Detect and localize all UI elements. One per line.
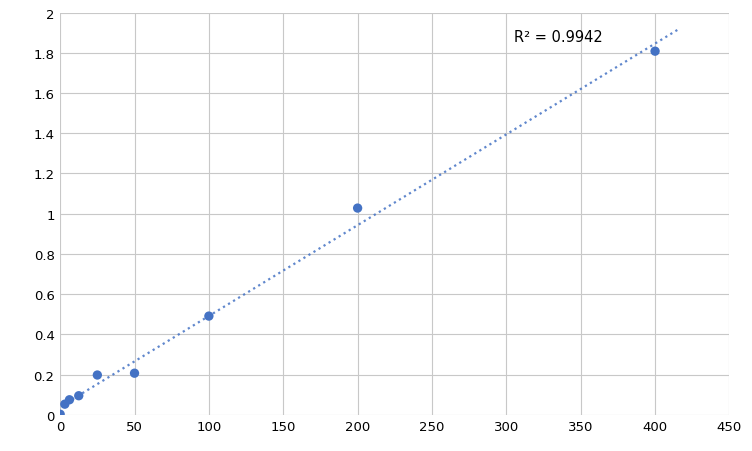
Point	[73, 392, 85, 400]
Point	[63, 396, 75, 404]
Point	[352, 205, 364, 212]
Text: R² = 0.9942: R² = 0.9942	[514, 30, 602, 45]
Point	[91, 372, 103, 379]
Point	[54, 411, 66, 418]
Point	[129, 370, 141, 377]
Point	[59, 400, 71, 408]
Point	[649, 48, 661, 55]
Point	[203, 313, 215, 320]
